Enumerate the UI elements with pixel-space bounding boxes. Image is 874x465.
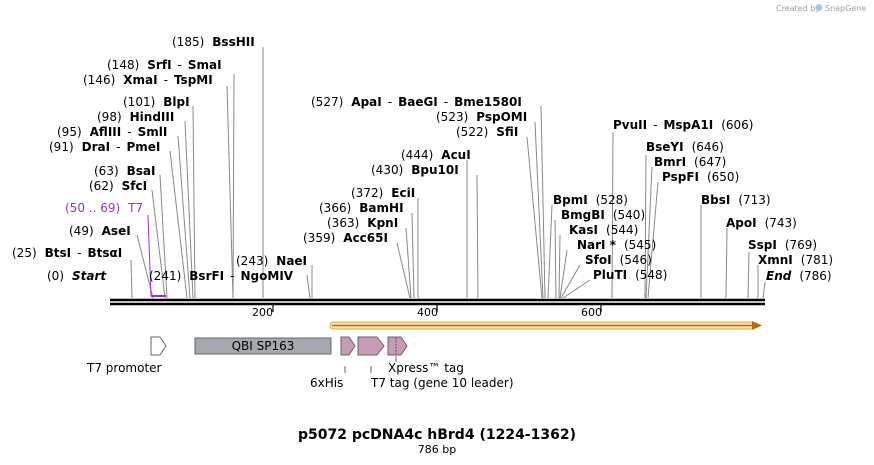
snapgene-logo-icon	[815, 4, 823, 11]
site-bamhi[interactable]: (366) BamHI	[319, 201, 404, 215]
site-asei[interactable]: (49) AseI	[69, 224, 131, 238]
ruler-label-200: 200	[252, 306, 273, 319]
site-kpni[interactable]: (363) KpnI	[327, 216, 398, 230]
site-pvuii[interactable]: PvuII - MspA1I (606)	[613, 118, 754, 132]
qbi-label: QBI SP163	[232, 339, 295, 353]
dna-backbone	[110, 298, 765, 306]
site-pluti[interactable]: PluTI (548)	[593, 268, 667, 282]
site-acc65i[interactable]: (359) Acc65I	[303, 231, 388, 245]
site-sfii[interactable]: (522) SfiI	[456, 125, 518, 139]
site-ecii[interactable]: (372) EciI	[351, 186, 415, 200]
created-by-text: Created by	[776, 4, 820, 13]
site-end[interactable]: End (786)	[766, 269, 832, 283]
feature-t7-label[interactable]: (50 .. 69) T7	[65, 201, 143, 215]
site-bmgbi[interactable]: BmgBI (540)	[561, 208, 645, 222]
site-bmri[interactable]: BmrI (647)	[654, 155, 726, 169]
t7-promoter-label: T7 promoter	[86, 361, 162, 375]
site-bsai[interactable]: (63) BsaI	[94, 164, 156, 178]
ruler: 200 400 600	[252, 305, 602, 319]
site-bsrfi[interactable]: (241) BsrFI - NgoMIV	[149, 269, 294, 283]
map-title: p5072 pcDNA4c hBrd4 (1224-1362)	[298, 427, 576, 443]
site-sfci[interactable]: (62) SfcI	[89, 179, 147, 193]
orf-arrow[interactable]	[329, 321, 762, 330]
site-naei[interactable]: (243) NaeI	[236, 254, 307, 268]
t7tag-label: T7 tag (gene 10 leader)	[370, 376, 514, 390]
feature-t7-tag[interactable]	[357, 336, 385, 356]
feature-qbi-sp163[interactable]: QBI SP163	[194, 337, 332, 355]
site-afliii[interactable]: (95) AflIII - SmlI	[57, 125, 167, 139]
site-xmai[interactable]: (146) XmaI - TspMI	[83, 73, 213, 87]
ruler-label-600: 600	[581, 306, 602, 319]
ruler-label-400: 400	[417, 306, 438, 319]
site-acui[interactable]: (444) AcuI	[401, 148, 471, 162]
site-drai[interactable]: (91) DraI - PmeI	[49, 140, 160, 154]
brand-text: SnapGene	[825, 4, 866, 13]
site-start[interactable]: (0) Start	[47, 269, 107, 283]
site-apai[interactable]: (527) ApaI - BaeGI - Bme1580I	[311, 95, 522, 109]
feature-xpress-tag[interactable]	[387, 336, 408, 356]
map-length: 786 bp	[418, 443, 456, 456]
site-pspfi[interactable]: PspFI (650)	[662, 170, 739, 184]
site-connectors	[130, 47, 766, 299]
site-blpi[interactable]: (101) BlpI	[123, 95, 190, 109]
site-nari[interactable]: NarI * (545)	[577, 238, 656, 252]
his-label: 6xHis	[310, 376, 343, 390]
site-kasi[interactable]: KasI (544)	[569, 223, 638, 237]
site-bpmi[interactable]: BpmI (528)	[553, 193, 628, 207]
site-hindiii[interactable]: (98) HindIII	[97, 110, 174, 124]
feature-6xhis[interactable]	[340, 336, 356, 356]
site-apoi[interactable]: ApoI (743)	[726, 216, 797, 230]
t7-marker-line	[147, 214, 152, 297]
site-bbsi[interactable]: BbsI (713)	[701, 193, 771, 207]
site-bpu10i[interactable]: (430) Bpu10I	[371, 163, 459, 177]
site-xmni[interactable]: XmnI (781)	[758, 253, 833, 267]
xpress-label: Xpress™ tag	[388, 361, 464, 375]
site-btsi[interactable]: (25) BtsI - BtsαI	[12, 246, 122, 260]
site-srfi[interactable]: (148) SrfI - SmaI	[107, 58, 222, 72]
site-psppomi[interactable]: (523) PspOMI	[436, 110, 527, 124]
site-bsshii[interactable]: (185) BssHII	[172, 35, 255, 49]
site-sfoi[interactable]: SfoI (546)	[585, 253, 652, 267]
site-sspi[interactable]: SspI (769)	[748, 238, 817, 252]
site-bseyi[interactable]: BseYI (646)	[646, 140, 724, 154]
feature-t7-promoter[interactable]	[150, 336, 167, 356]
